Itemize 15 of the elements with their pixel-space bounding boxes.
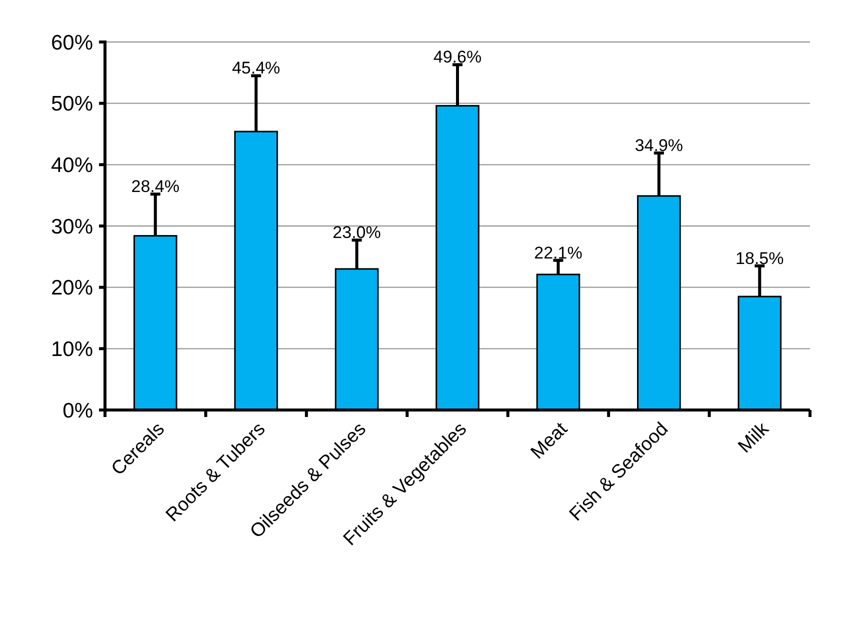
data-label: 34.9% (634, 136, 684, 156)
data-label: 22.1% (534, 243, 582, 262)
y-tick-label: 0% (62, 399, 93, 422)
data-label: 45.4% (232, 58, 280, 78)
y-tick-label: 10% (50, 338, 93, 362)
x-tick-label: Milk (734, 418, 774, 458)
y-tick-label: 30% (50, 215, 93, 238)
y-tick-label: 50% (50, 92, 93, 116)
y-tick-label: 60% (50, 31, 93, 54)
data-label: 18.5% (736, 248, 784, 268)
data-label: 23.0% (332, 223, 381, 242)
data-label: 49.6% (433, 48, 482, 67)
y-tick-label: 20% (50, 276, 93, 300)
y-tick-label: 40% (50, 154, 93, 178)
data-label: 28.4% (131, 177, 180, 196)
